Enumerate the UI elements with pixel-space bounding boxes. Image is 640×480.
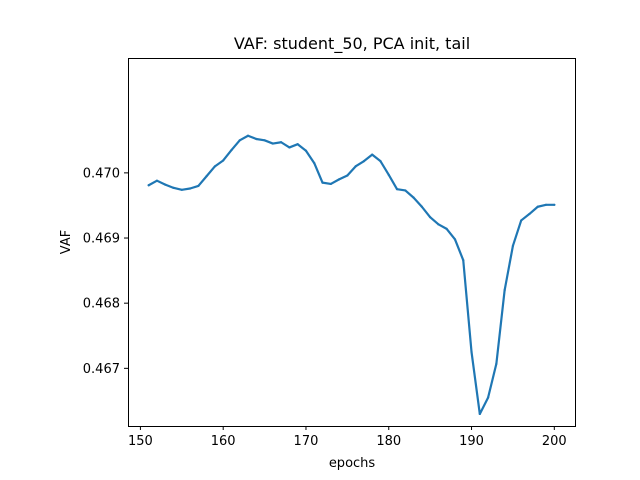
data-point bbox=[180, 188, 183, 191]
chart-title: VAF: student_50, PCA init, tail bbox=[234, 34, 470, 54]
data-point bbox=[280, 141, 283, 144]
data-point bbox=[495, 362, 498, 365]
data-point bbox=[520, 219, 523, 222]
data-point bbox=[544, 203, 548, 206]
data-point bbox=[404, 189, 407, 192]
data-point bbox=[255, 137, 258, 141]
data-point bbox=[470, 350, 473, 354]
data-point bbox=[379, 160, 382, 163]
data-point bbox=[462, 259, 465, 262]
data-point bbox=[412, 196, 415, 199]
data-point bbox=[188, 187, 192, 190]
data-point bbox=[155, 179, 159, 182]
x-tick-label: 200 bbox=[542, 434, 567, 449]
data-point bbox=[478, 412, 481, 416]
x-tick-label: 180 bbox=[376, 434, 401, 449]
data-point bbox=[205, 175, 208, 178]
data-point bbox=[222, 159, 225, 162]
data-point bbox=[263, 139, 266, 142]
data-point bbox=[511, 244, 515, 247]
data-point bbox=[296, 143, 299, 146]
data-point bbox=[271, 142, 274, 145]
y-axis-label: VAF bbox=[59, 230, 74, 254]
data-point bbox=[371, 153, 374, 156]
y-tick-label: 0.469 bbox=[83, 232, 120, 247]
data-point bbox=[395, 188, 399, 191]
data-point bbox=[429, 216, 432, 219]
x-axis: 150 160 170 180 190 200 bbox=[128, 426, 567, 449]
x-axis-label: epochs bbox=[329, 456, 376, 471]
data-point bbox=[553, 203, 556, 206]
data-point bbox=[362, 160, 366, 163]
data-point bbox=[230, 148, 233, 152]
x-tick-label: 150 bbox=[128, 434, 153, 449]
plot-area bbox=[147, 134, 556, 416]
y-tick-label: 0.467 bbox=[83, 362, 120, 377]
data-point bbox=[313, 162, 316, 165]
data-point bbox=[164, 183, 167, 186]
y-tick-label: 0.470 bbox=[83, 166, 120, 181]
data-point bbox=[503, 289, 506, 292]
data-point bbox=[172, 186, 175, 189]
x-tick-label: 190 bbox=[459, 434, 484, 449]
data-point bbox=[453, 238, 457, 241]
data-point bbox=[445, 227, 448, 230]
data-point bbox=[337, 178, 341, 181]
data-point bbox=[197, 184, 200, 187]
data-point bbox=[288, 146, 291, 149]
x-tick-label: 170 bbox=[294, 434, 319, 449]
data-point bbox=[486, 396, 490, 399]
data-point bbox=[528, 212, 531, 216]
data-point bbox=[329, 182, 332, 186]
data-point bbox=[246, 134, 250, 137]
axes-frame bbox=[128, 58, 576, 427]
y-axis: 0.467 0.468 0.469 0.470 bbox=[83, 166, 128, 377]
x-tick-label: 160 bbox=[211, 434, 236, 449]
data-point bbox=[238, 139, 241, 142]
data-point bbox=[536, 205, 539, 208]
data-point bbox=[437, 223, 440, 226]
data-point bbox=[147, 184, 150, 187]
y-tick-label: 0.468 bbox=[83, 297, 120, 312]
data-point bbox=[354, 165, 357, 168]
data-point bbox=[304, 149, 308, 152]
vaf-series-line bbox=[147, 134, 556, 416]
data-point bbox=[321, 181, 324, 184]
data-point bbox=[213, 165, 217, 168]
data-point bbox=[346, 174, 349, 177]
data-point bbox=[420, 205, 423, 208]
data-point bbox=[387, 173, 390, 176]
